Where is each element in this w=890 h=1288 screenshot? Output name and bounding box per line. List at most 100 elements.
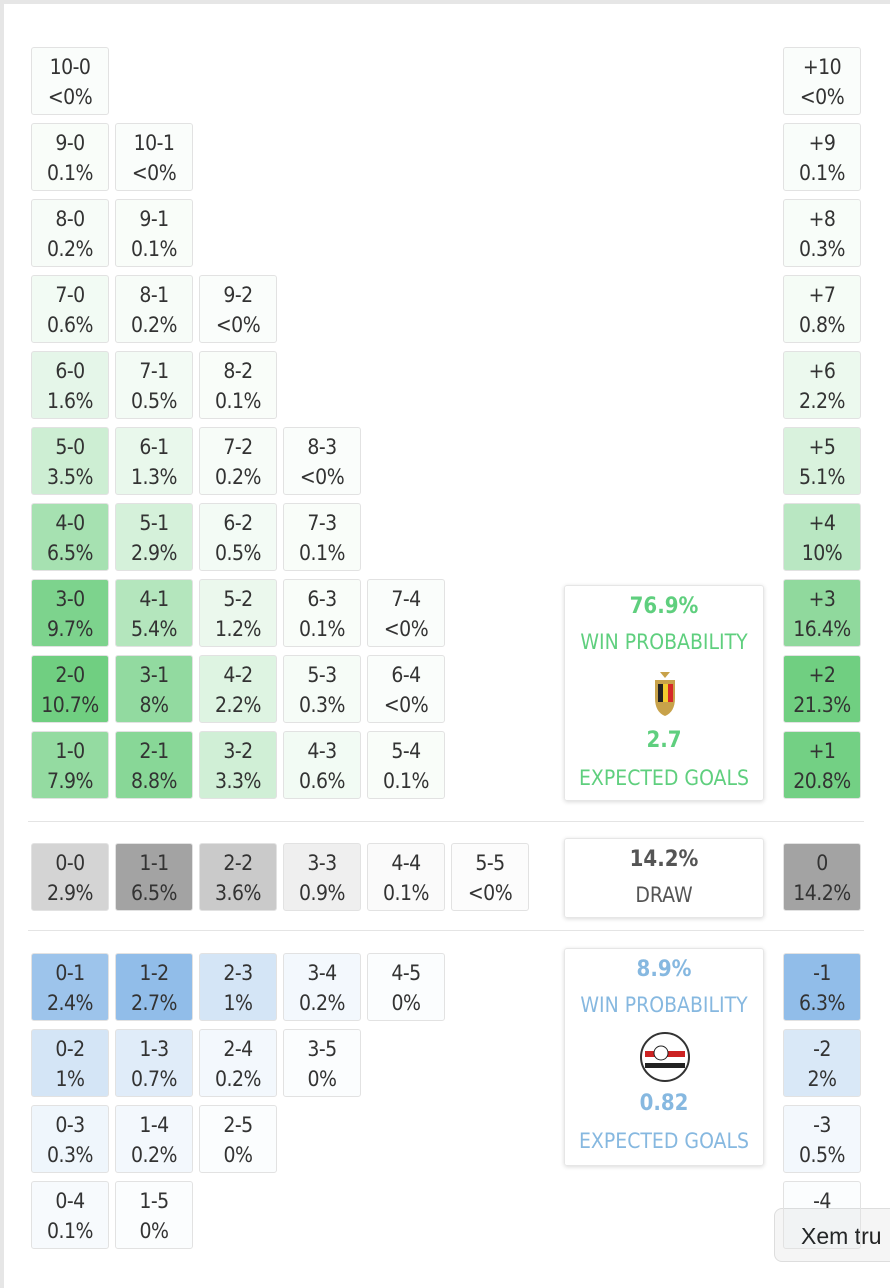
score-cell: 4-3 0.6% xyxy=(283,731,361,799)
score-cell: 0 14.2% xyxy=(783,843,861,911)
score-label: 6-2 xyxy=(223,511,253,535)
score-label: 1-5 xyxy=(139,1189,169,1213)
score-cell: -4 xyxy=(783,1181,861,1249)
score-label: 2-5 xyxy=(223,1113,253,1137)
score-cell: 2-1 8.8% xyxy=(115,731,193,799)
score-label: 1-0 xyxy=(55,739,85,763)
probability: 2.2% xyxy=(799,389,846,413)
score-cell: 5-0 3.5% xyxy=(31,427,109,495)
probability: 14.2% xyxy=(793,881,851,905)
probability: 5.1% xyxy=(799,465,846,489)
score-cell: 2-2 3.6% xyxy=(199,843,277,911)
xg-label: EXPECTED GOALS xyxy=(579,766,749,790)
score-label: 10-1 xyxy=(133,131,175,155)
probability: 2.4% xyxy=(47,991,94,1015)
score-cell: 1-1 6.5% xyxy=(115,843,193,911)
score-cell: 9-2 <0% xyxy=(199,275,277,343)
probability: 3.3% xyxy=(215,769,262,793)
score-cell: +1 20.8% xyxy=(783,731,861,799)
probability: 0.1% xyxy=(131,237,178,261)
probability: 0.1% xyxy=(383,769,430,793)
score-label: -2 xyxy=(813,1037,831,1061)
score-label: 7-3 xyxy=(307,511,337,535)
score-label: 6-0 xyxy=(55,359,85,383)
score-cell: 6-3 0.1% xyxy=(283,579,361,647)
probability: <0% xyxy=(131,161,177,185)
probability: 1% xyxy=(55,1067,85,1091)
probability: <0% xyxy=(47,85,93,109)
score-label: 0-4 xyxy=(55,1189,85,1213)
score-label: 1-1 xyxy=(139,851,169,875)
score-label: 2-1 xyxy=(139,739,169,763)
probability: <0% xyxy=(467,881,513,905)
score-cell: 5-3 0.3% xyxy=(283,655,361,723)
score-cell: 2-3 1% xyxy=(199,953,277,1021)
team-logo xyxy=(655,672,675,716)
draw-pct: 14.2% xyxy=(629,847,699,872)
probability: 0.2% xyxy=(131,1143,178,1167)
probability: 5.4% xyxy=(131,617,178,641)
score-label: 4-2 xyxy=(223,663,253,687)
score-cell: 1-5 0% xyxy=(115,1181,193,1249)
score-label: +2 xyxy=(808,663,836,687)
score-cell: +3 16.4% xyxy=(783,579,861,647)
score-cell: 3-3 0.9% xyxy=(283,843,361,911)
score-label: 2-0 xyxy=(55,663,85,687)
probability: 0.1% xyxy=(799,161,846,185)
probability: 0.7% xyxy=(131,1067,178,1091)
score-label: 0-0 xyxy=(55,851,85,875)
score-label: 3-5 xyxy=(307,1037,337,1061)
score-cell: +9 0.1% xyxy=(783,123,861,191)
score-label: 8-0 xyxy=(55,207,85,231)
probability: 0.6% xyxy=(299,769,346,793)
score-label: 9-1 xyxy=(139,207,169,231)
score-cell: 7-1 0.5% xyxy=(115,351,193,419)
probability: 0.1% xyxy=(47,1219,94,1243)
score-cell: +5 5.1% xyxy=(783,427,861,495)
probability: 0.1% xyxy=(47,161,94,185)
probability: 0.2% xyxy=(215,465,262,489)
probability: 8.8% xyxy=(131,769,178,793)
probability: 0.5% xyxy=(215,541,262,565)
probability: 1% xyxy=(223,991,253,1015)
score-label: 9-0 xyxy=(55,131,85,155)
score-label: 9-2 xyxy=(223,283,253,307)
score-cell: 4-5 0% xyxy=(367,953,445,1021)
probability: 2.9% xyxy=(47,881,94,905)
score-cell: 0-1 2.4% xyxy=(31,953,109,1021)
score-cell: 3-4 0.2% xyxy=(283,953,361,1021)
score-cell: 6-1 1.3% xyxy=(115,427,193,495)
probability: <0% xyxy=(299,465,345,489)
score-label: -4 xyxy=(813,1189,831,1213)
probability: 6.5% xyxy=(131,881,178,905)
tooltip-button[interactable]: Xem tru xyxy=(774,1208,890,1262)
probability: 0.2% xyxy=(47,237,94,261)
score-label: 3-2 xyxy=(223,739,253,763)
team-logo xyxy=(640,1032,690,1082)
score-cell: 9-0 0.1% xyxy=(31,123,109,191)
score-label: +1 xyxy=(808,739,836,763)
score-label: 8-3 xyxy=(307,435,337,459)
probability: 3.6% xyxy=(215,881,262,905)
probability: 9.7% xyxy=(47,617,94,641)
probability: 0.3% xyxy=(47,1143,94,1167)
score-label: 6-4 xyxy=(391,663,421,687)
probability: 1.2% xyxy=(215,617,262,641)
probability: 0.1% xyxy=(383,881,430,905)
probability: 0.2% xyxy=(215,1067,262,1091)
probability: 0.2% xyxy=(131,313,178,337)
xg-value: 2.7 xyxy=(646,728,682,753)
probability: 6.5% xyxy=(47,541,94,565)
score-label: 5-2 xyxy=(223,587,253,611)
separator xyxy=(28,930,864,931)
score-label: 1-3 xyxy=(139,1037,169,1061)
score-cell: 1-2 2.7% xyxy=(115,953,193,1021)
score-cell: 5-5 <0% xyxy=(451,843,529,911)
score-label: 5-4 xyxy=(391,739,421,763)
score-label: -3 xyxy=(813,1113,831,1137)
score-cell: 1-4 0.2% xyxy=(115,1105,193,1173)
score-cell: -2 2% xyxy=(783,1029,861,1097)
draw-summary: 14.2% DRAW xyxy=(564,838,764,918)
probability: 6.3% xyxy=(799,991,846,1015)
probability: 2.7% xyxy=(131,991,178,1015)
